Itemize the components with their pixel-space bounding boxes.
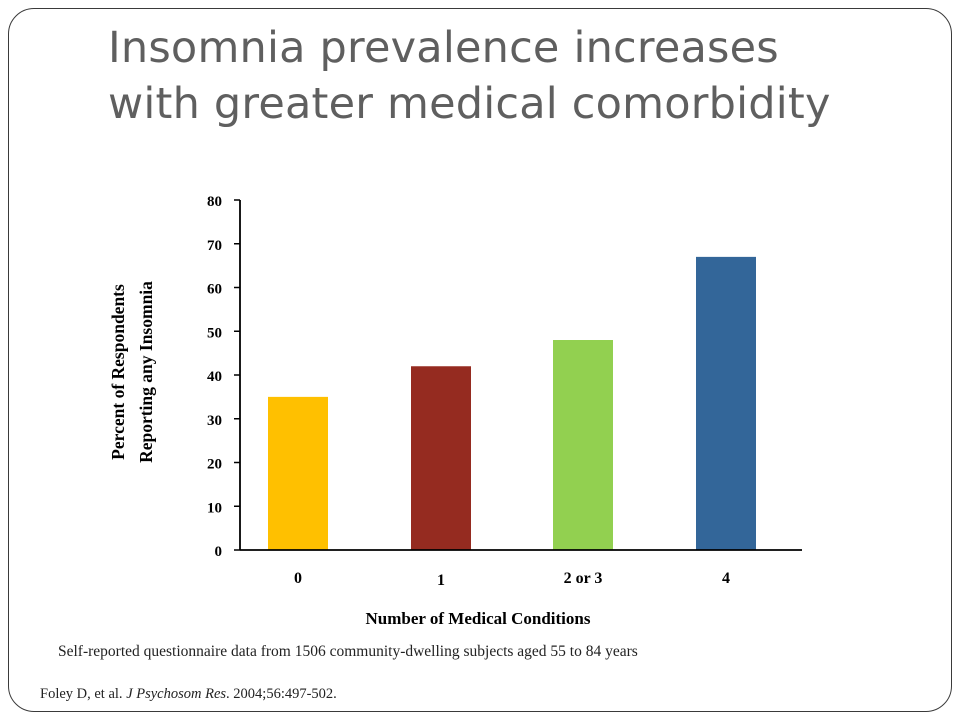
- y-axis-title-line-1: Percent of Respondents: [108, 284, 128, 460]
- slide-frame: [8, 8, 952, 712]
- bar-2: [553, 340, 613, 550]
- x-tick-label: 1: [437, 572, 445, 589]
- y-tick-label: 70: [207, 238, 222, 254]
- y-tick-label: 60: [207, 282, 222, 298]
- slide-title: Insomnia prevalence increases with great…: [108, 20, 928, 132]
- x-tick-label: 0: [294, 570, 302, 587]
- title-line-1: Insomnia prevalence increases: [108, 23, 779, 73]
- y-tick-label: 30: [207, 413, 222, 429]
- bar-1: [411, 366, 471, 550]
- citation-details: . 2004;56:497-502.: [226, 686, 337, 702]
- x-axis-title: Number of Medical Conditions: [366, 609, 591, 628]
- y-tick-label: 20: [207, 457, 222, 473]
- y-tick-label: 10: [207, 500, 222, 516]
- title-line-2: with greater medical comorbidity: [108, 79, 831, 129]
- x-tick-label: 4: [722, 570, 730, 587]
- y-tick-label: 50: [207, 325, 222, 341]
- y-tick-label: 40: [207, 369, 222, 385]
- bar-3: [696, 256, 756, 550]
- y-tick-label: 80: [207, 194, 222, 210]
- bar-0: [268, 396, 328, 550]
- y-tick-label: 0: [215, 544, 223, 560]
- citation: Foley D, et al. J Psychosom Res. 2004;56…: [40, 686, 337, 703]
- study-note: Self-reported questionnaire data from 15…: [58, 643, 638, 660]
- x-tick-label: 2 or 3: [564, 570, 603, 587]
- y-axis-title-line-2: Reporting any Insomnia: [136, 281, 156, 463]
- citation-journal: J Psychosom Res: [126, 686, 227, 702]
- citation-authors: Foley D, et al.: [40, 686, 127, 702]
